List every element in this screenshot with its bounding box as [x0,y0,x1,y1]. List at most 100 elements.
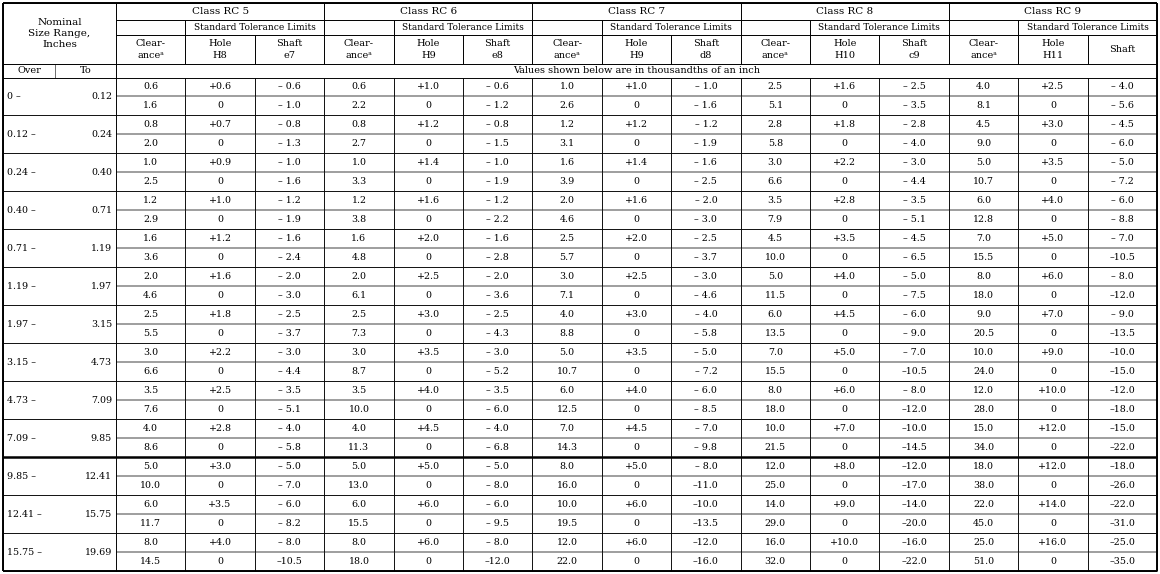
Text: 14.0: 14.0 [764,500,785,509]
Text: 1.2: 1.2 [559,121,574,130]
Text: 0: 0 [842,443,848,452]
Text: +4.0: +4.0 [833,272,856,281]
Text: 1.0: 1.0 [559,83,574,91]
Text: +4.5: +4.5 [625,424,648,433]
Text: 6.0: 6.0 [768,311,783,319]
Text: – 4.5: – 4.5 [902,234,926,243]
Text: 0: 0 [1050,367,1056,376]
Text: – 7.2: – 7.2 [695,367,717,376]
Text: 25.0: 25.0 [764,481,785,490]
Text: 8.0: 8.0 [768,386,783,395]
Text: +12.0: +12.0 [1038,462,1067,471]
Text: 16.0: 16.0 [764,538,785,547]
Text: 18.0: 18.0 [348,557,369,566]
Text: +1.0: +1.0 [625,83,648,91]
Text: 0: 0 [842,253,848,262]
Text: +1.0: +1.0 [416,83,440,91]
Text: –16.0: –16.0 [693,557,719,566]
Text: 20.5: 20.5 [973,329,994,338]
Text: Shaft
e7: Shaft e7 [276,40,303,60]
Text: 10.0: 10.0 [764,424,785,433]
Text: – 3.6: – 3.6 [486,291,509,300]
Text: 18.0: 18.0 [973,462,994,471]
Text: 12.41 –: 12.41 – [7,510,42,518]
Text: 7.1: 7.1 [559,291,574,300]
Text: 0.6: 0.6 [351,83,367,91]
Text: – 1.6: – 1.6 [278,177,300,187]
Text: – 4.3: – 4.3 [486,329,509,338]
Text: 2.9: 2.9 [143,215,158,224]
Text: – 9.0: – 9.0 [902,329,926,338]
Text: 0: 0 [1050,443,1056,452]
Text: 0: 0 [217,102,223,110]
Text: +5.0: +5.0 [416,462,440,471]
Text: – 5.2: – 5.2 [486,367,509,376]
Text: 5.0: 5.0 [143,462,158,471]
Text: 1.97 –: 1.97 – [7,320,36,329]
Text: –10.0: –10.0 [1109,348,1136,357]
Text: – 2.8: – 2.8 [902,121,926,130]
Text: 10.7: 10.7 [557,367,578,376]
Text: 0: 0 [217,139,223,149]
Text: 32.0: 32.0 [764,557,785,566]
Text: – 4.5: – 4.5 [1111,121,1133,130]
Text: 3.6: 3.6 [143,253,158,262]
Text: Values shown below are in thousandths of an inch: Values shown below are in thousandths of… [513,66,760,75]
Text: 0: 0 [217,481,223,490]
Text: – 2.5: – 2.5 [902,83,926,91]
Text: 0: 0 [633,253,639,262]
Text: 1.97: 1.97 [90,282,113,291]
Text: 0: 0 [842,367,848,376]
Text: –25.0: –25.0 [1109,538,1136,547]
Text: 7.0: 7.0 [976,234,991,243]
Text: Standard Tolerance Limits: Standard Tolerance Limits [1027,23,1148,32]
Text: 0: 0 [842,519,848,528]
Text: 0: 0 [633,367,639,376]
Text: 7.09 –: 7.09 – [7,433,36,443]
Text: +7.0: +7.0 [833,424,856,433]
Text: +4.0: +4.0 [416,386,440,395]
Text: – 8.0: – 8.0 [695,462,717,471]
Text: 8.8: 8.8 [559,329,574,338]
Text: 0: 0 [633,405,639,414]
Text: –15.0: –15.0 [1109,424,1136,433]
Text: 0: 0 [1050,481,1056,490]
Text: – 5.0: – 5.0 [902,272,926,281]
Text: 2.0: 2.0 [143,272,158,281]
Text: Class RC 9: Class RC 9 [1024,7,1081,16]
Text: Shaft: Shaft [1109,45,1136,54]
Text: +6.0: +6.0 [1042,272,1065,281]
Text: 3.9: 3.9 [559,177,574,187]
Text: 9.85: 9.85 [90,433,113,443]
Text: 21.5: 21.5 [764,443,785,452]
Text: – 8.0: – 8.0 [902,386,926,395]
Text: – 6.0: – 6.0 [1111,196,1133,205]
Text: 3.0: 3.0 [768,158,783,168]
Text: +1.8: +1.8 [833,121,856,130]
Text: 0.24 –: 0.24 – [7,168,36,177]
Text: – 7.0: – 7.0 [695,424,717,433]
Text: 6.6: 6.6 [768,177,783,187]
Text: –22.0: –22.0 [1109,500,1136,509]
Text: – 3.5: – 3.5 [486,386,509,395]
Text: 18.0: 18.0 [973,291,994,300]
Text: +3.5: +3.5 [209,500,232,509]
Text: 11.5: 11.5 [764,291,785,300]
Text: +2.8: +2.8 [833,196,856,205]
Text: +2.2: +2.2 [209,348,232,357]
Text: +3.0: +3.0 [625,311,648,319]
Text: 0.8: 0.8 [143,121,158,130]
Text: +3.5: +3.5 [833,234,856,243]
Text: 0.71: 0.71 [90,206,113,215]
Text: 14.5: 14.5 [140,557,161,566]
Text: – 3.5: – 3.5 [902,102,926,110]
Text: +6.0: +6.0 [833,386,856,395]
Text: 0: 0 [633,557,639,566]
Text: – 3.0: – 3.0 [278,291,300,300]
Text: 8.7: 8.7 [351,367,367,376]
Text: 13.5: 13.5 [764,329,786,338]
Text: 3.0: 3.0 [351,348,367,357]
Text: 0.40: 0.40 [90,168,113,177]
Text: 1.6: 1.6 [559,158,574,168]
Text: 9.85 –: 9.85 – [7,472,36,480]
